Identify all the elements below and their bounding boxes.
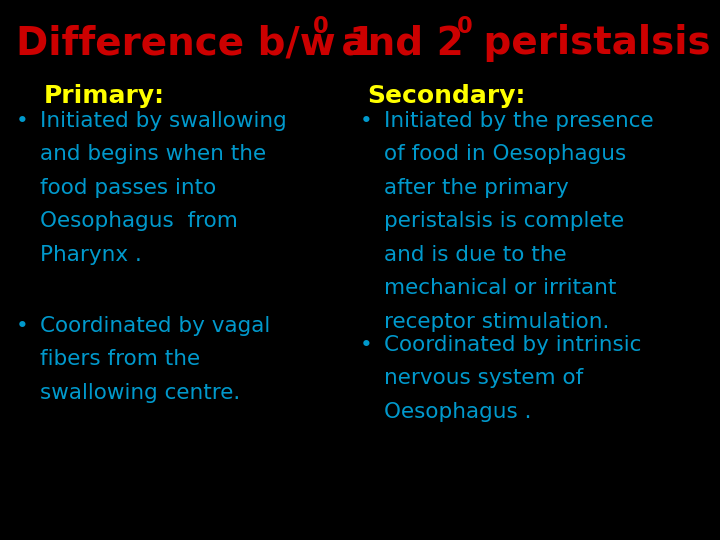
Text: Difference b/w 1: Difference b/w 1 xyxy=(16,24,376,62)
Text: food passes into: food passes into xyxy=(40,178,216,198)
Text: Initiated by swallowing: Initiated by swallowing xyxy=(40,111,287,131)
Text: peristalsis: peristalsis xyxy=(470,24,711,62)
Text: and is due to the: and is due to the xyxy=(384,245,567,265)
Text: 0: 0 xyxy=(312,15,328,38)
Text: •: • xyxy=(360,335,373,355)
Text: Pharynx .: Pharynx . xyxy=(40,245,141,265)
Text: •: • xyxy=(16,316,29,336)
Text: receptor stimulation.: receptor stimulation. xyxy=(384,312,609,332)
Text: Coordinated by intrinsic: Coordinated by intrinsic xyxy=(384,335,641,355)
Text: swallowing centre.: swallowing centre. xyxy=(40,383,240,403)
Text: Initiated by the presence: Initiated by the presence xyxy=(384,111,653,131)
Text: 0: 0 xyxy=(456,15,472,38)
Text: Secondary:: Secondary: xyxy=(367,84,526,107)
Text: •: • xyxy=(16,111,29,131)
Text: Coordinated by vagal: Coordinated by vagal xyxy=(40,316,270,336)
Text: and 2: and 2 xyxy=(328,24,464,62)
Text: of food in Oesophagus: of food in Oesophagus xyxy=(384,144,626,164)
Text: peristalsis is complete: peristalsis is complete xyxy=(384,211,624,231)
Text: •: • xyxy=(360,111,373,131)
Text: Oesophagus  from: Oesophagus from xyxy=(40,211,238,231)
Text: nervous system of: nervous system of xyxy=(384,368,583,388)
Text: mechanical or irritant: mechanical or irritant xyxy=(384,278,616,298)
Text: fibers from the: fibers from the xyxy=(40,349,199,369)
Text: and begins when the: and begins when the xyxy=(40,144,266,164)
Text: after the primary: after the primary xyxy=(384,178,569,198)
Text: Oesophagus .: Oesophagus . xyxy=(384,402,531,422)
Text: Primary:: Primary: xyxy=(44,84,165,107)
